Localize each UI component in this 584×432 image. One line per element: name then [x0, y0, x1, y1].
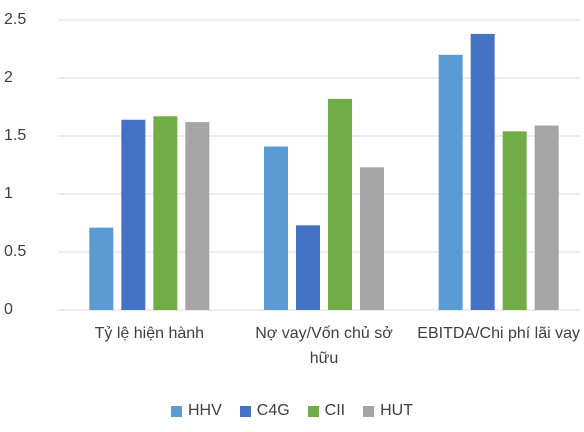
- legend-item: HHV: [170, 402, 222, 420]
- y-tick-label: 1.5: [4, 127, 26, 144]
- bar: [185, 122, 210, 310]
- x-tick-label: Tỷ lệ hiện hành: [94, 325, 205, 342]
- legend-swatch: [239, 405, 251, 417]
- legend-swatch: [307, 405, 319, 417]
- bar: [360, 167, 384, 310]
- bar: [438, 54, 463, 310]
- bar: [296, 225, 320, 310]
- legend-swatch: [363, 405, 375, 417]
- legend-item: CII: [307, 402, 346, 420]
- bar: [534, 125, 559, 310]
- legend: HHV C4G CII HUT: [0, 402, 584, 420]
- bar: [121, 119, 146, 310]
- legend-label: HUT: [380, 402, 414, 419]
- bar: [264, 146, 288, 310]
- bar: [153, 116, 178, 310]
- x-tick-label: EBITDA/Chi phí lãi vay: [417, 325, 581, 342]
- legend-swatch: [170, 405, 182, 417]
- y-tick-label: 0: [4, 301, 13, 318]
- bar: [502, 131, 527, 310]
- legend-label: HHV: [187, 402, 222, 419]
- legend-item: HUT: [363, 402, 413, 420]
- legend-item: C4G: [239, 402, 290, 420]
- y-tick-label: 2.5: [4, 11, 26, 28]
- x-tick-label: Nợ vay/Vốn chủ sở hữu: [255, 325, 393, 367]
- bar: [470, 33, 495, 311]
- bar: [328, 98, 352, 310]
- y-tick-label: 2: [4, 69, 13, 86]
- legend-label: C4G: [256, 402, 290, 419]
- y-tick-label: 1: [4, 185, 13, 202]
- bar: [89, 227, 114, 310]
- legend-label: CII: [324, 402, 346, 419]
- y-tick-label: 0.5: [4, 243, 26, 260]
